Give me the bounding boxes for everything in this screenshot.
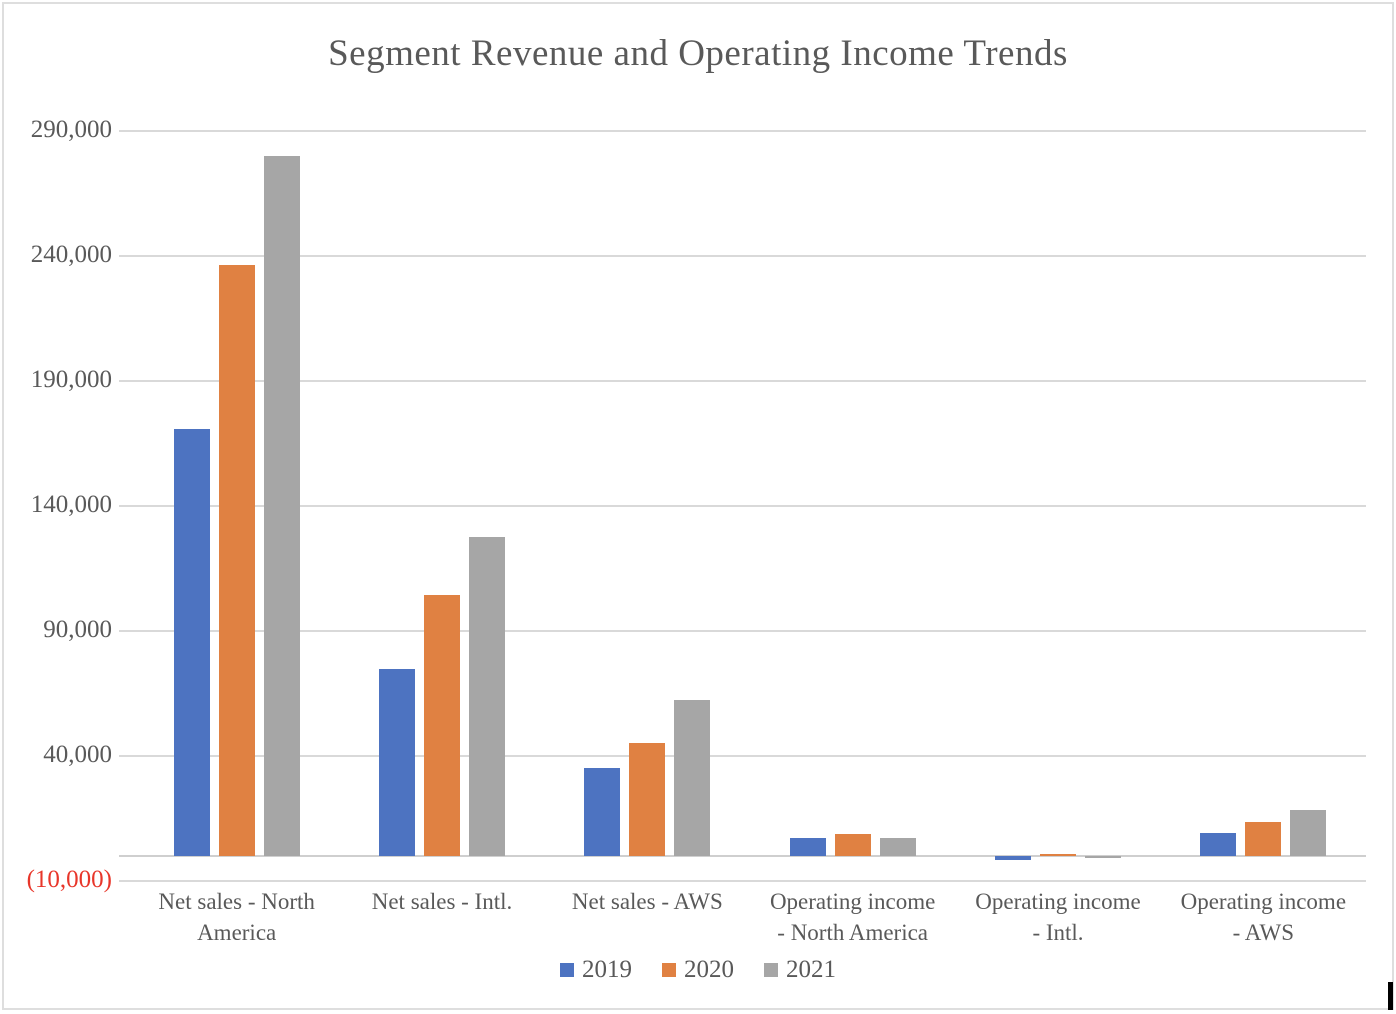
x-category-label-line: Operating income bbox=[975, 889, 1141, 914]
y-tick-label: 190,000 bbox=[30, 366, 112, 393]
x-category-label-line: - Intl. bbox=[1032, 920, 1084, 945]
x-category-label: Net sales - North America bbox=[127, 886, 347, 948]
x-category-label-line: Net sales - North bbox=[158, 889, 315, 914]
y-tick-label: 40,000 bbox=[43, 741, 112, 768]
x-category-label-line: Operating income bbox=[769, 889, 936, 914]
bar-2021 bbox=[469, 536, 505, 856]
gridline bbox=[119, 755, 1366, 757]
x-category-label: Net sales - Intl. bbox=[332, 886, 552, 917]
bar-2021 bbox=[1290, 809, 1327, 856]
gridline bbox=[119, 380, 1366, 382]
legend-swatch-icon bbox=[560, 963, 574, 977]
x-category-label-line: - North America bbox=[777, 920, 929, 945]
legend-swatch-icon bbox=[662, 963, 676, 977]
y-tick-label: 240,000 bbox=[30, 241, 112, 268]
legend-swatch-icon bbox=[764, 963, 778, 977]
legend-item-2019: 2019 bbox=[560, 956, 632, 984]
legend-label: 2021 bbox=[786, 956, 836, 983]
gridline bbox=[119, 630, 1366, 632]
bar-2019 bbox=[1200, 832, 1237, 856]
gridline bbox=[119, 505, 1366, 507]
bar-2020 bbox=[834, 834, 871, 856]
x-category-label: Operating income - Intl. bbox=[948, 886, 1168, 948]
bar-2019 bbox=[379, 669, 415, 856]
x-category-label-line: Operating income bbox=[1180, 889, 1347, 914]
legend-label: 2019 bbox=[582, 956, 632, 983]
bar-2020 bbox=[218, 265, 255, 856]
bar-2020 bbox=[1245, 822, 1282, 856]
bar-2020 bbox=[424, 594, 460, 856]
bar-2021 bbox=[879, 837, 916, 856]
legend-item-2021: 2021 bbox=[764, 956, 836, 984]
bar-2021 bbox=[1085, 856, 1121, 859]
gridline bbox=[119, 255, 1366, 257]
x-category-label: Net sales - AWS bbox=[537, 886, 757, 917]
legend-label: 2020 bbox=[684, 956, 734, 983]
gridline bbox=[119, 130, 1366, 132]
y-tick-label: 90,000 bbox=[43, 616, 112, 643]
bar-2019 bbox=[173, 429, 210, 856]
x-category-label-line: America bbox=[197, 920, 277, 945]
text-cursor-caret bbox=[1388, 982, 1393, 1010]
gridline bbox=[119, 880, 1366, 882]
chart-title: Segment Revenue and Operating Income Tre… bbox=[328, 33, 1068, 74]
x-category-label-line: Net sales - AWS bbox=[571, 889, 723, 914]
legend-item-2020: 2020 bbox=[662, 956, 734, 984]
bar-2021 bbox=[263, 156, 300, 856]
bar-2020 bbox=[1040, 854, 1076, 856]
y-tick-label: 140,000 bbox=[30, 491, 112, 518]
bar-2019 bbox=[995, 856, 1031, 861]
x-category-label-line: - AWS bbox=[1232, 920, 1295, 945]
category-axis-line bbox=[119, 855, 1366, 857]
x-category-label-line: Net sales - Intl. bbox=[371, 889, 513, 914]
x-category-label: Operating income - North America bbox=[743, 886, 963, 948]
y-tick-label-negative: (10,000) bbox=[26, 866, 112, 893]
legend: 2019 2020 2021 bbox=[4, 956, 1392, 984]
bar-2019 bbox=[789, 838, 826, 856]
bar-2020 bbox=[629, 742, 666, 856]
y-tick-label: 290,000 bbox=[30, 116, 112, 143]
bar-2021 bbox=[674, 700, 711, 856]
bar-2019 bbox=[584, 768, 621, 856]
x-category-label: Operating income - AWS bbox=[1153, 886, 1373, 948]
